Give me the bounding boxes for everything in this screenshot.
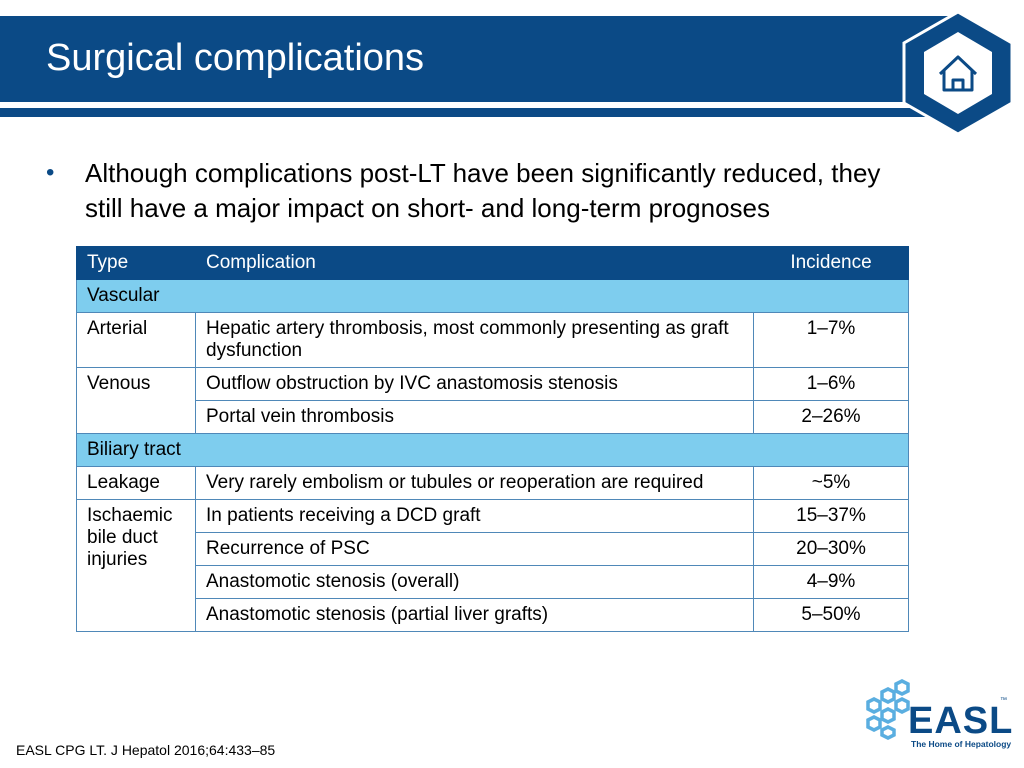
incidence-cell: 2–26% bbox=[753, 400, 909, 434]
citation-footer: EASL CPG LT. J Hepatol 2016;64:433–85 bbox=[16, 742, 276, 758]
type-cell: Venous bbox=[76, 367, 196, 434]
logo-tagline: The Home of Hepatology bbox=[911, 739, 1012, 749]
section-label: Vascular bbox=[76, 279, 909, 313]
complication-cell: Outflow obstruction by IVC anastomosis s… bbox=[195, 367, 754, 401]
title-bar bbox=[0, 16, 952, 102]
table-row: Anastomotic stenosis (partial liver graf… bbox=[77, 598, 909, 632]
table-header-row: Type Complication Incidence bbox=[76, 246, 909, 280]
header-type: Type bbox=[76, 246, 196, 280]
bullet-text: Although complications post-LT have been… bbox=[85, 158, 881, 223]
table-row: Recurrence of PSC 20–30% bbox=[77, 532, 909, 566]
section-row-vascular: Vascular bbox=[76, 279, 909, 313]
logo-word: EASL bbox=[908, 700, 1014, 742]
logo-tm: ™ bbox=[1000, 697, 1007, 704]
type-cell: Ischaemic bile duct injuries bbox=[76, 499, 196, 632]
complications-table: Type Complication Incidence Vascular Art… bbox=[76, 246, 909, 632]
complication-cell: Very rarely embolism or tubules or reope… bbox=[195, 466, 754, 500]
table-row: Arterial Hepatic artery thrombosis, most… bbox=[76, 312, 909, 368]
incidence-cell: 5–50% bbox=[753, 598, 909, 632]
complication-cell: In patients receiving a DCD graft bbox=[195, 499, 754, 533]
slide-title: Surgical complications bbox=[46, 37, 425, 79]
table-row: Venous Outflow obstruction by IVC anasto… bbox=[76, 367, 909, 434]
incidence-cell: 15–37% bbox=[753, 499, 909, 533]
complication-cell: Hepatic artery thrombosis, most commonly… bbox=[195, 312, 754, 368]
incidence-cell: ~5% bbox=[753, 466, 909, 500]
header-incidence: Incidence bbox=[753, 246, 909, 280]
table-row: Leakage Very rarely embolism or tubules … bbox=[76, 466, 909, 500]
incidence-cell: 1–7% bbox=[753, 312, 909, 368]
complication-cell: Anastomotic stenosis (overall) bbox=[195, 565, 754, 599]
type-cell: Arterial bbox=[76, 312, 196, 368]
section-label: Biliary tract bbox=[76, 433, 909, 467]
title-underline bbox=[0, 108, 952, 117]
bullet-icon: • bbox=[46, 159, 55, 186]
incidence-cell: 1–6% bbox=[753, 367, 909, 401]
complication-cell: Anastomotic stenosis (partial liver graf… bbox=[195, 598, 754, 632]
table-row: Anastomotic stenosis (overall) 4–9% bbox=[77, 565, 909, 599]
complication-cell: Portal vein thrombosis bbox=[195, 400, 754, 434]
table-row: Ischaemic bile duct injuries In patients… bbox=[76, 499, 909, 632]
home-icon[interactable] bbox=[900, 10, 1016, 136]
header-complication: Complication bbox=[195, 246, 754, 280]
incidence-cell: 20–30% bbox=[753, 532, 909, 566]
type-cell: Leakage bbox=[76, 466, 196, 500]
table-row: Portal vein thrombosis 2–26% bbox=[77, 400, 909, 434]
complication-cell: Recurrence of PSC bbox=[195, 532, 754, 566]
incidence-cell: 4–9% bbox=[753, 565, 909, 599]
easl-logo-mark bbox=[866, 679, 910, 740]
section-row-biliary: Biliary tract bbox=[76, 433, 909, 467]
